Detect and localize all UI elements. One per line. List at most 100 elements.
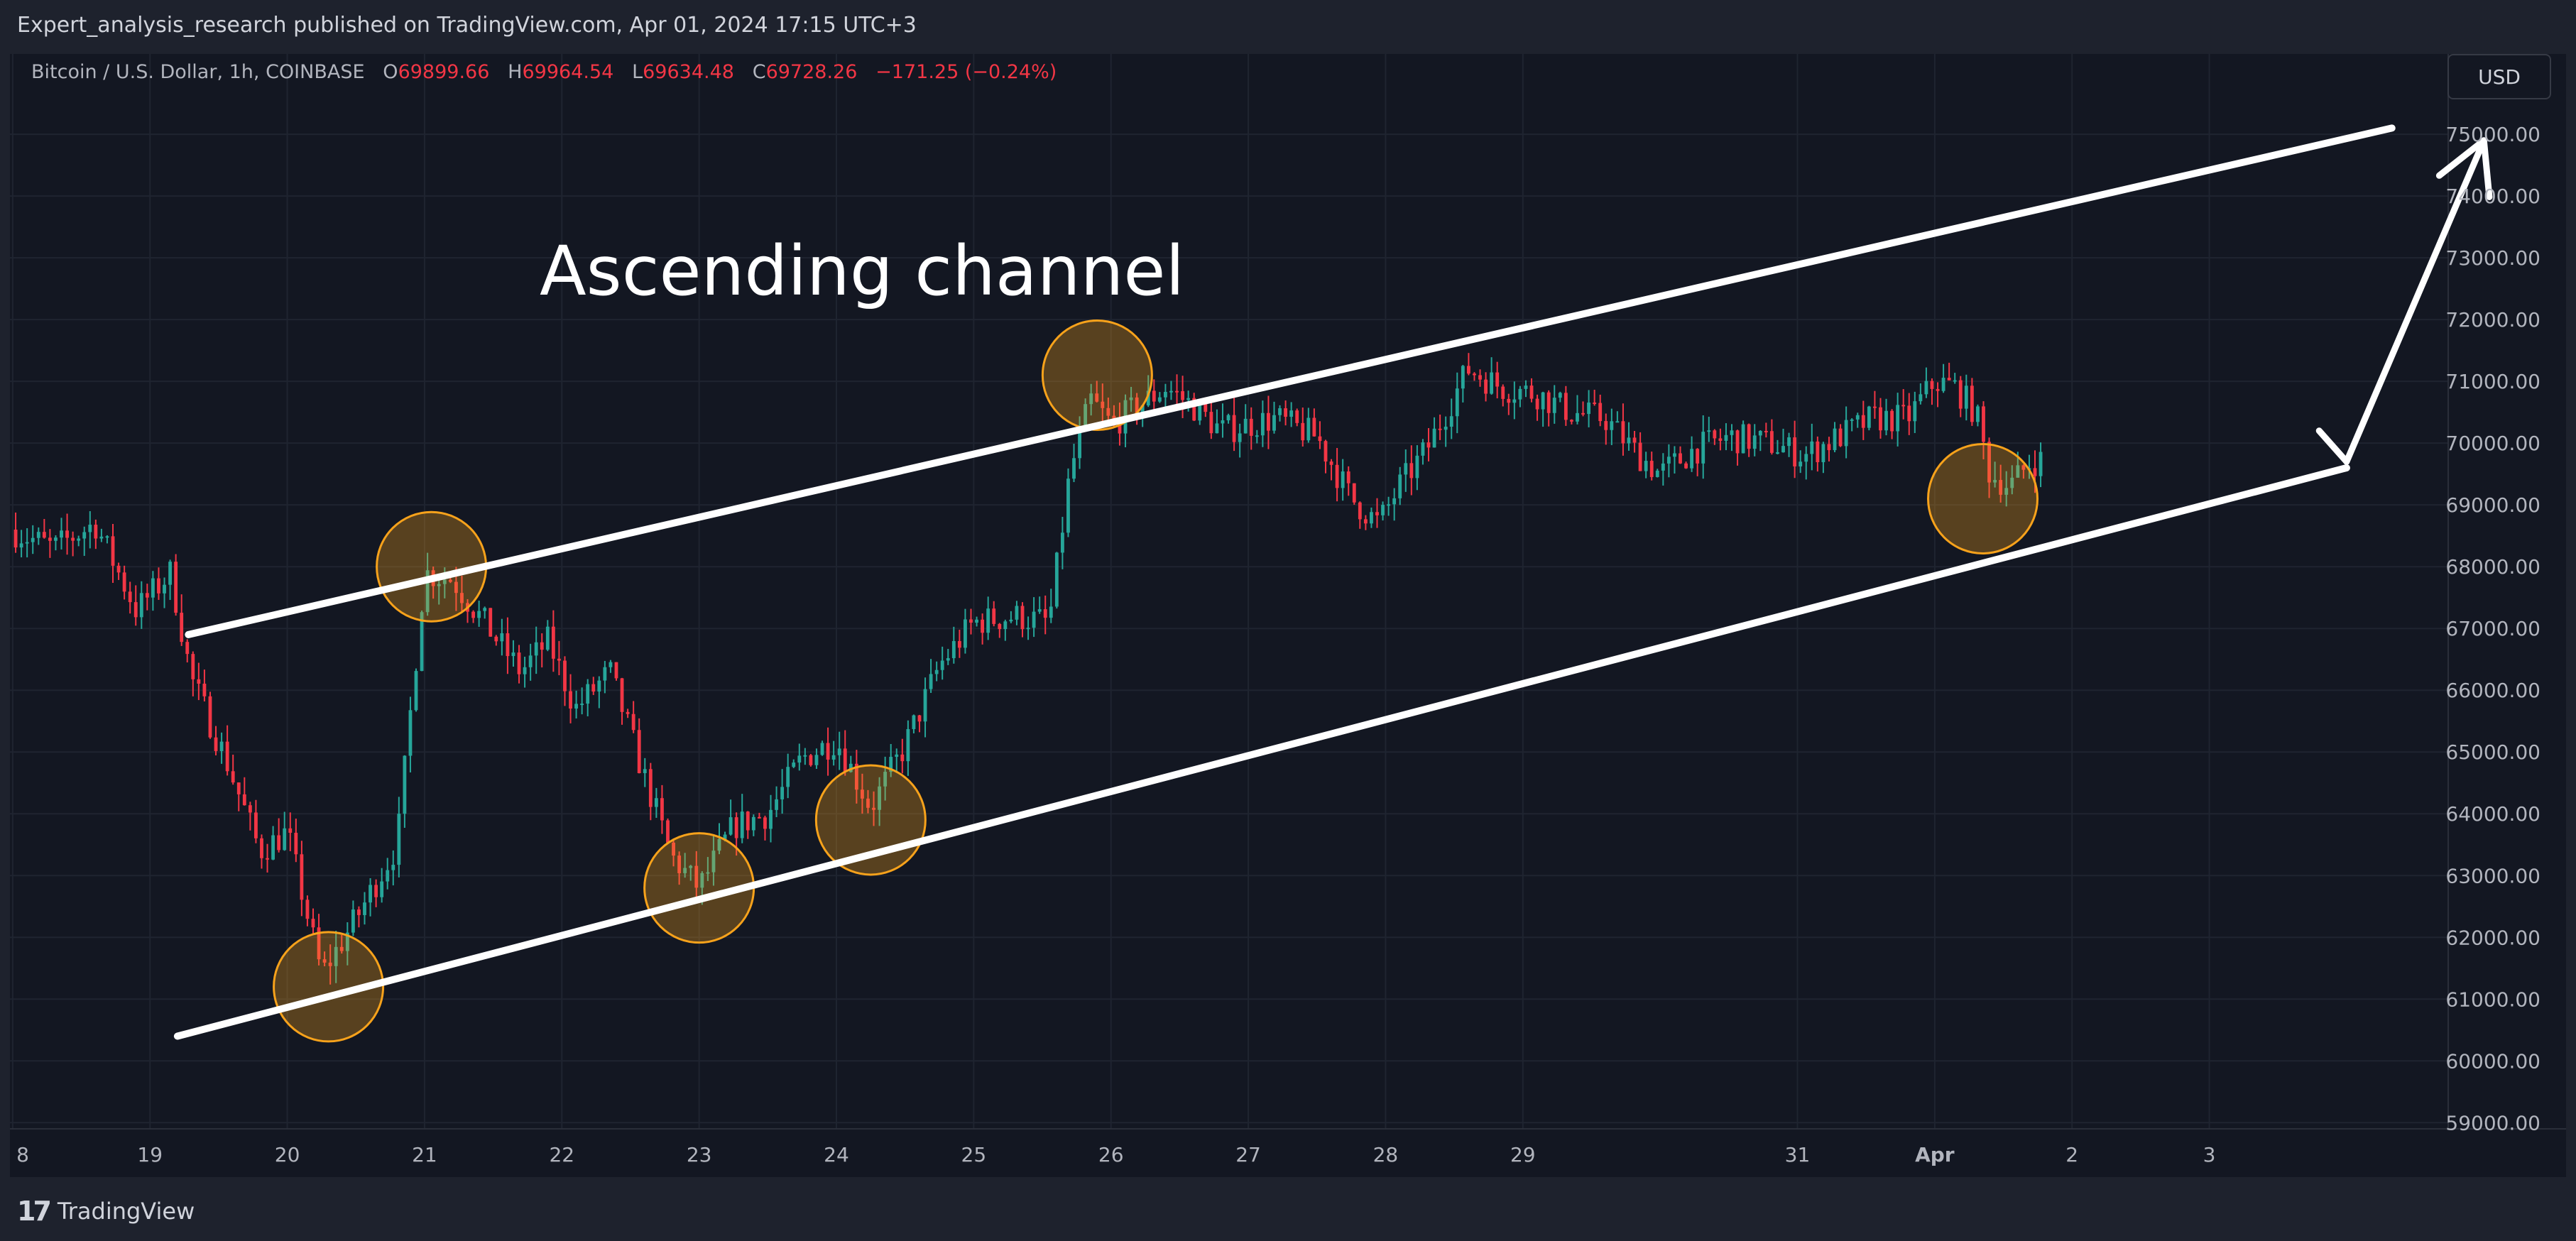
candle-body — [191, 654, 195, 679]
candle-body — [1335, 464, 1339, 488]
candle-body — [1501, 386, 1505, 399]
candle-body — [780, 787, 785, 799]
candle-body — [1953, 380, 1957, 382]
candle-body — [608, 662, 613, 667]
candle-body — [294, 833, 298, 855]
candle-body — [683, 868, 687, 873]
candle-body — [386, 870, 390, 882]
candle-body — [1518, 388, 1522, 400]
candle-body — [1432, 428, 1436, 448]
candle-body — [1666, 457, 1671, 464]
candle-body — [517, 652, 521, 674]
candle-body — [1473, 373, 1476, 376]
candle-body — [580, 704, 584, 706]
tradingview-brand[interactable]: 17 TradingView — [17, 1196, 195, 1227]
candle-body — [202, 683, 207, 696]
time-tick-label: 25 — [961, 1143, 987, 1166]
candle-body — [1576, 412, 1579, 422]
candle-body — [1186, 398, 1191, 400]
candle-body — [1919, 394, 1923, 402]
candle-body — [1661, 463, 1665, 471]
candle-body — [1970, 386, 1974, 422]
candle-body — [878, 786, 882, 810]
candle-body — [1404, 463, 1408, 475]
arrow-head — [2435, 137, 2493, 200]
candle-body — [591, 684, 596, 692]
candle-body — [964, 619, 967, 648]
candle-body — [60, 530, 63, 538]
candle-body — [848, 763, 853, 772]
candle-body — [1769, 431, 1774, 453]
candle-body — [957, 640, 961, 648]
candle-body — [2016, 465, 2020, 478]
candle-body — [1941, 378, 1945, 391]
price-tick-label: 68000.00 — [2445, 555, 2540, 579]
candle-body — [163, 584, 166, 594]
candle-body — [1552, 398, 1556, 413]
candle-body — [174, 562, 178, 613]
candle-body — [506, 633, 510, 657]
candle-body — [1260, 412, 1265, 436]
candle-body — [1627, 437, 1631, 444]
time-tick-label: 20 — [275, 1143, 300, 1166]
candle-body — [2004, 488, 2009, 495]
candle-body — [1982, 406, 1985, 442]
candle-body — [775, 799, 778, 810]
candle-body — [826, 743, 830, 760]
candle-body — [1129, 397, 1133, 400]
candle-body — [1072, 458, 1076, 479]
candle-body — [139, 593, 143, 618]
candle-body — [1649, 461, 1654, 477]
channel-lines[interactable] — [173, 124, 2396, 1040]
candle-body — [442, 579, 447, 584]
price-tick-label: 70000.00 — [2445, 432, 2540, 455]
candle-body — [460, 593, 464, 603]
candle-body — [1255, 435, 1259, 437]
candle-body — [1387, 504, 1391, 506]
candle-body — [65, 530, 69, 538]
candlestick-series — [13, 353, 2043, 985]
candle-body — [940, 660, 944, 670]
candle-body — [1198, 401, 1202, 421]
candle-body — [403, 755, 407, 814]
candle-body — [1524, 386, 1528, 389]
candle-body — [1146, 390, 1150, 405]
candle-body — [711, 851, 716, 873]
price-tick-label: 65000.00 — [2445, 740, 2540, 764]
candle-body — [1375, 512, 1379, 515]
candle-body — [1890, 410, 1894, 432]
candle-body — [1358, 502, 1362, 520]
candle-body — [803, 755, 807, 757]
candle-body — [1958, 380, 1963, 409]
candle-body — [1032, 611, 1036, 628]
time-tick-label: 3 — [2203, 1143, 2216, 1166]
change-value: −171.25 (−0.24%) — [875, 61, 1057, 83]
candle-body — [1844, 420, 1848, 447]
low-label: L — [632, 61, 643, 83]
candle-body — [500, 633, 504, 642]
candle-body — [1278, 408, 1282, 415]
candle-body — [992, 608, 996, 624]
candle-body — [1855, 415, 1860, 420]
candle-body — [1821, 444, 1825, 463]
candle-body — [1204, 401, 1208, 412]
candle-body — [1850, 419, 1854, 421]
candle-body — [1696, 449, 1700, 464]
candle-body — [1306, 417, 1311, 441]
candle-body — [614, 662, 618, 679]
candle-body — [1112, 415, 1116, 419]
candle-body — [1810, 441, 1814, 454]
symbol-label[interactable]: Bitcoin / U.S. Dollar, 1h, COINBASE — [31, 61, 365, 83]
low-value: 69634.48 — [643, 61, 734, 83]
candle-body — [1449, 416, 1453, 427]
brand-name: TradingView — [57, 1198, 195, 1225]
highlight-circle — [1041, 319, 1153, 431]
candle-body — [1495, 372, 1500, 387]
up-arrow[interactable] — [2315, 137, 2493, 465]
candle-body — [128, 591, 132, 603]
time-tick-label: 2 — [2065, 1143, 2078, 1166]
currency-button[interactable]: USD — [2447, 54, 2551, 99]
highlight-circle — [1927, 442, 2039, 554]
candle-body — [1015, 606, 1019, 620]
